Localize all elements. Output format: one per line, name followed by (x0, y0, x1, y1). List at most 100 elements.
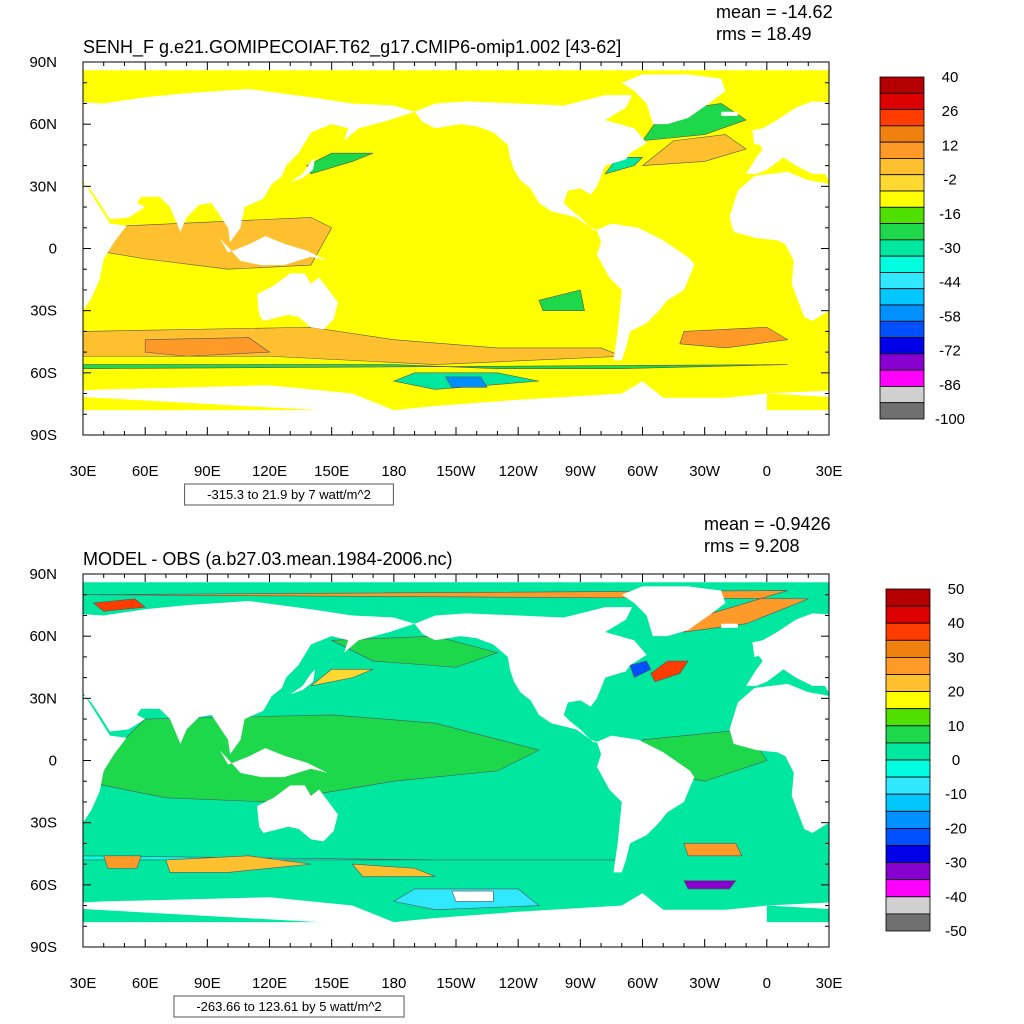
colorbar-swatch (879, 402, 925, 420)
colorbar-swatch (885, 896, 931, 915)
colorbar-label: -100 (935, 411, 965, 428)
contour-band (83, 364, 788, 398)
land-antarctica (83, 893, 767, 947)
colorbar-label: -30 (939, 240, 961, 257)
colorbar-swatch (879, 76, 925, 94)
contour-range-box (184, 483, 394, 506)
colorbar-label: -30 (945, 855, 967, 872)
contour-band (351, 863, 436, 877)
colorbar-swatch (879, 304, 925, 322)
colorbar-swatch (879, 141, 925, 159)
contour-band (83, 326, 622, 365)
y-tick-label: 60S (30, 877, 57, 894)
x-tick-label: 60W (627, 463, 659, 480)
colorbar-swatch (879, 320, 925, 338)
contour-band (538, 289, 585, 311)
contour-band (683, 880, 737, 890)
land-uk (6, 128, 18, 145)
plot-title: MODEL - OBS (a.b27.03.mean.1984-2006.nc) (83, 549, 453, 569)
colorbar-label: 20 (948, 684, 965, 701)
colorbar-swatch (885, 776, 931, 795)
y-tick-label: 30S (30, 303, 57, 320)
colorbar-label: -72 (939, 343, 961, 360)
land-eurasia (746, 101, 829, 181)
land-africa (729, 171, 829, 322)
x-tick-label: 30E (816, 975, 843, 992)
y-tick-label: 30N (29, 690, 57, 707)
colorbar-swatch (879, 158, 925, 176)
land-iceland (721, 623, 738, 628)
rms-label: rms = 18.49 (716, 24, 812, 44)
x-tick-label: 150W (436, 463, 476, 480)
x-tick-label: 90E (194, 463, 221, 480)
colorbar-swatch (879, 190, 925, 208)
land-indonesia (219, 748, 328, 778)
y-tick-label: 90S (30, 427, 57, 444)
y-tick-label: 60N (29, 116, 57, 133)
colorbar-label: -50 (945, 923, 967, 940)
colorbar-swatch (879, 386, 925, 404)
colorbar-swatch (879, 109, 925, 127)
land-northAmerica (414, 607, 647, 744)
colorbar-swatch (885, 588, 931, 607)
colorbar-swatch (879, 125, 925, 143)
x-tick-label: 180 (381, 463, 406, 480)
land-eurasia (746, 613, 829, 693)
colorbar-swatch (885, 708, 931, 727)
land-japan (290, 157, 316, 183)
x-tick-label: 90W (565, 463, 597, 480)
land-eurasia (83, 88, 415, 243)
x-tick-label: 0 (763, 975, 771, 992)
colorbar-swatch (885, 828, 931, 846)
colorbar-swatch (879, 272, 925, 290)
x-tick-label: 30W (689, 975, 721, 992)
colorbar-swatch (885, 657, 931, 675)
colorbar-label: -10 (945, 786, 967, 803)
land-australia (1003, 785, 1024, 841)
mean-label: mean = -0.9426 (704, 514, 831, 534)
contour-band (310, 669, 374, 687)
x-tick-label: 150E (314, 463, 349, 480)
colorbar-swatch (885, 810, 931, 829)
land-uk (752, 128, 765, 145)
contour-band (92, 598, 146, 612)
y-tick-label: 60S (30, 365, 57, 382)
contour-band (641, 134, 747, 166)
y-tick-label: 30N (29, 178, 57, 195)
land-australia (257, 785, 338, 842)
land-antarctica (83, 381, 767, 435)
rms-label: rms = 9.208 (704, 536, 800, 556)
colorbar-label: -86 (939, 377, 961, 394)
y-tick-label: 0 (49, 753, 57, 770)
contour-band (679, 326, 789, 349)
colorbar-label: -20 (945, 820, 967, 837)
colorbar-label: -16 (939, 206, 961, 223)
colorbar-swatch (885, 759, 931, 778)
map-panel-1: 30E 60E 90E 120E 150E 180 150W 120W 90W 60W 30W 0 30… (29, 514, 1024, 1018)
y-tick-label: 60N (29, 628, 57, 645)
x-tick-label: 30W (689, 463, 721, 480)
colorbar-swatch (879, 223, 925, 241)
contour-range-box (173, 995, 405, 1018)
x-tick-label: 180 (381, 975, 406, 992)
land-southAmerica (596, 735, 695, 873)
x-tick-label: 90E (194, 975, 221, 992)
plot-title: SENH_F g.e21.GOMIPECOIAF.T62_g17.CMIP6-o… (83, 37, 621, 58)
contour-band (629, 660, 652, 679)
colorbar-swatch (885, 879, 931, 898)
contour-band (165, 855, 311, 873)
colorbar-swatch (879, 288, 925, 306)
x-tick-label: 30E (816, 463, 843, 480)
colorbar-swatch (879, 337, 925, 355)
land-northAmerica (414, 95, 647, 232)
y-tick-label: 90N (29, 566, 57, 583)
map-area (83, 582, 1024, 947)
land-indonesia (966, 236, 1024, 265)
x-tick-label: 150E (314, 975, 349, 992)
x-tick-label: 60E (132, 463, 159, 480)
contour-band (331, 635, 499, 668)
x-tick-label: 30E (70, 463, 97, 480)
colorbar-swatch (885, 862, 931, 881)
